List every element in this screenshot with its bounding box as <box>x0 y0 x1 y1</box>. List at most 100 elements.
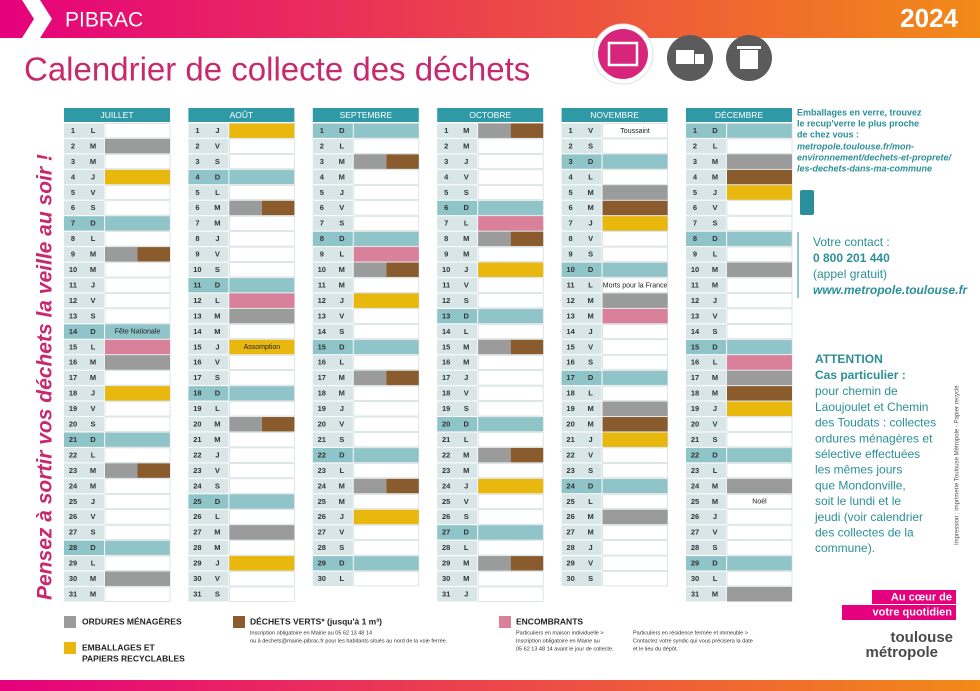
day-label-bg <box>188 278 229 293</box>
weekday: S <box>588 250 593 259</box>
day-label-bg <box>437 447 478 463</box>
glass-info: Emballages en verre, trouvez <box>797 107 922 117</box>
day-label-bg <box>437 123 478 138</box>
weekday: S <box>588 466 593 475</box>
day-number: 19 <box>691 404 699 413</box>
day-cell <box>104 540 171 556</box>
day-number: 28 <box>193 543 201 552</box>
day-number: 3 <box>569 157 573 166</box>
day-label-bg <box>561 494 602 509</box>
special-case: Laoujoulet et Chemin <box>815 400 928 414</box>
collection-emb <box>478 478 544 494</box>
weekday: D <box>463 528 469 537</box>
day-label-bg <box>188 308 229 324</box>
day-label-bg <box>64 278 104 293</box>
day-number: 6 <box>693 203 697 212</box>
day-label-bg <box>64 200 104 216</box>
day-number: 1 <box>569 126 573 135</box>
weekday: D <box>588 157 594 166</box>
day-cell <box>602 138 668 154</box>
day-label-bg <box>188 478 229 494</box>
reminder: Pensez à sortir vos déchets la veille au… <box>34 154 57 600</box>
collection-verts <box>510 231 544 247</box>
weekday: J <box>215 342 219 351</box>
collection-verts <box>137 247 170 262</box>
weekday: S <box>215 589 220 598</box>
day-label-bg <box>64 432 104 447</box>
day-label-bg <box>686 540 726 556</box>
day-cell <box>602 277 668 293</box>
day-number: 19 <box>69 404 77 413</box>
day-cell <box>602 447 668 463</box>
day-number: 7 <box>444 219 448 228</box>
day-number: 27 <box>442 528 450 537</box>
collection-om <box>105 571 170 586</box>
weekday: L <box>340 358 345 367</box>
weekday: L <box>215 404 220 413</box>
collection-om <box>229 308 295 324</box>
day-label-bg <box>686 138 726 154</box>
day-label-bg <box>686 200 726 216</box>
day-label-bg <box>437 432 478 447</box>
day-label-bg <box>437 509 478 525</box>
day-cell <box>104 185 171 201</box>
weekday: S <box>339 327 344 336</box>
day-label-bg <box>188 447 229 463</box>
day-number: 3 <box>320 157 324 166</box>
holiday: Morts pour la France <box>603 282 668 289</box>
weekday: M <box>587 203 593 212</box>
day-number: 26 <box>691 512 699 521</box>
day-cell <box>477 432 544 448</box>
weekday: V <box>464 280 469 289</box>
day-number: 9 <box>444 250 448 259</box>
weekday: S <box>339 219 344 228</box>
weekday: M <box>339 497 345 506</box>
weekday: S <box>464 512 469 521</box>
collection-om <box>229 525 295 540</box>
day-number: 3 <box>444 157 448 166</box>
weekday: J <box>713 188 717 197</box>
contact-note: (appel gratuit) <box>813 267 887 281</box>
day-number: 17 <box>566 373 574 382</box>
day-number: 8 <box>444 234 448 243</box>
day-label-bg <box>64 308 104 324</box>
day-cell <box>353 416 420 432</box>
day-cell <box>229 354 295 370</box>
slogan: votre quotidien <box>873 606 953 618</box>
weekday: L <box>340 250 345 259</box>
day-number: 22 <box>691 450 699 459</box>
day-label-bg <box>561 293 602 308</box>
day-cell <box>229 540 295 556</box>
weekday: S <box>339 543 344 552</box>
weekday: M <box>214 528 220 537</box>
day-number: 29 <box>318 559 326 568</box>
icon-glyph <box>676 50 694 64</box>
weekday: M <box>463 450 469 459</box>
day-cell <box>602 262 668 278</box>
collection-verts <box>386 478 419 494</box>
legend-note: et le lieu du dépôt. <box>633 646 678 652</box>
day-label-bg <box>437 494 478 509</box>
day-number: 2 <box>195 141 199 150</box>
weekday: J <box>464 589 468 598</box>
day-label-bg <box>437 587 478 602</box>
day-number: 17 <box>442 373 450 382</box>
day-label-bg <box>561 540 602 556</box>
weekday: M <box>339 481 345 490</box>
day-number: 28 <box>442 543 450 552</box>
day-number: 31 <box>69 589 77 598</box>
glass-info: de chez vous : <box>797 129 859 139</box>
day-cell <box>353 324 420 340</box>
day-label-bg <box>312 123 353 138</box>
day-label-bg <box>188 154 229 169</box>
special-case: ordures ménagères et <box>815 431 933 445</box>
weekday: M <box>214 203 220 212</box>
day-number: 5 <box>569 188 573 197</box>
legend-label: ENCOMBRANTS <box>516 616 583 626</box>
day-label-bg <box>312 308 353 324</box>
day-label-bg <box>561 324 602 339</box>
collection-emb <box>602 432 668 447</box>
day-number: 29 <box>442 559 450 568</box>
day-number: 12 <box>442 296 450 305</box>
